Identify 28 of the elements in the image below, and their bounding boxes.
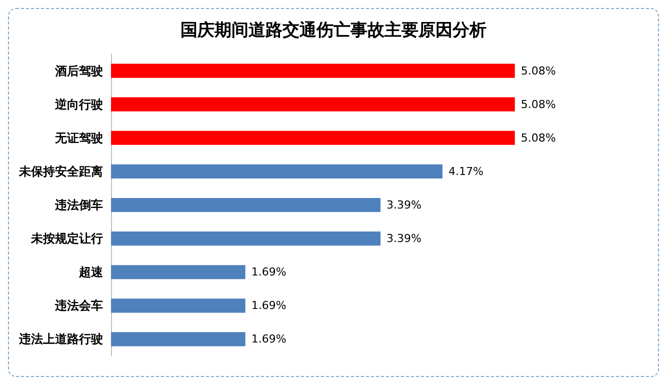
bar xyxy=(111,265,246,280)
bar xyxy=(111,298,246,313)
bar xyxy=(111,64,515,78)
data-label: 5.08% xyxy=(520,98,556,111)
bar xyxy=(111,198,381,212)
data-label: 5.08% xyxy=(520,131,556,144)
data-label: 3.39% xyxy=(386,232,422,246)
y-tick-label: 未按规定让行 xyxy=(30,232,103,246)
bar xyxy=(111,97,515,112)
data-label: 1.69% xyxy=(251,299,286,312)
data-label: 5.08% xyxy=(520,64,556,78)
chart-title: 国庆期间道路交通伤亡事故主要原因分析 xyxy=(180,20,486,40)
bar xyxy=(111,232,381,246)
data-label: 1.69% xyxy=(251,332,286,346)
y-tick-label: 超速 xyxy=(78,265,104,280)
y-tick-label: 违法倒车 xyxy=(54,198,103,212)
y-tick-label: 酒后驾驶 xyxy=(54,64,103,78)
y-tick-label: 逆向行驶 xyxy=(54,97,103,112)
data-label: 1.69% xyxy=(251,266,286,279)
data-label: 4.17% xyxy=(448,164,484,178)
data-label: 3.39% xyxy=(386,198,422,212)
bar xyxy=(111,332,246,346)
y-tick-label: 未保持安全距离 xyxy=(18,164,103,178)
y-tick-label: 违法会车 xyxy=(54,298,103,313)
bar xyxy=(111,164,443,178)
y-tick-label: 无证驾驶 xyxy=(54,130,103,145)
y-tick-label: 违法上道路行驶 xyxy=(18,332,103,346)
bar xyxy=(111,130,515,145)
